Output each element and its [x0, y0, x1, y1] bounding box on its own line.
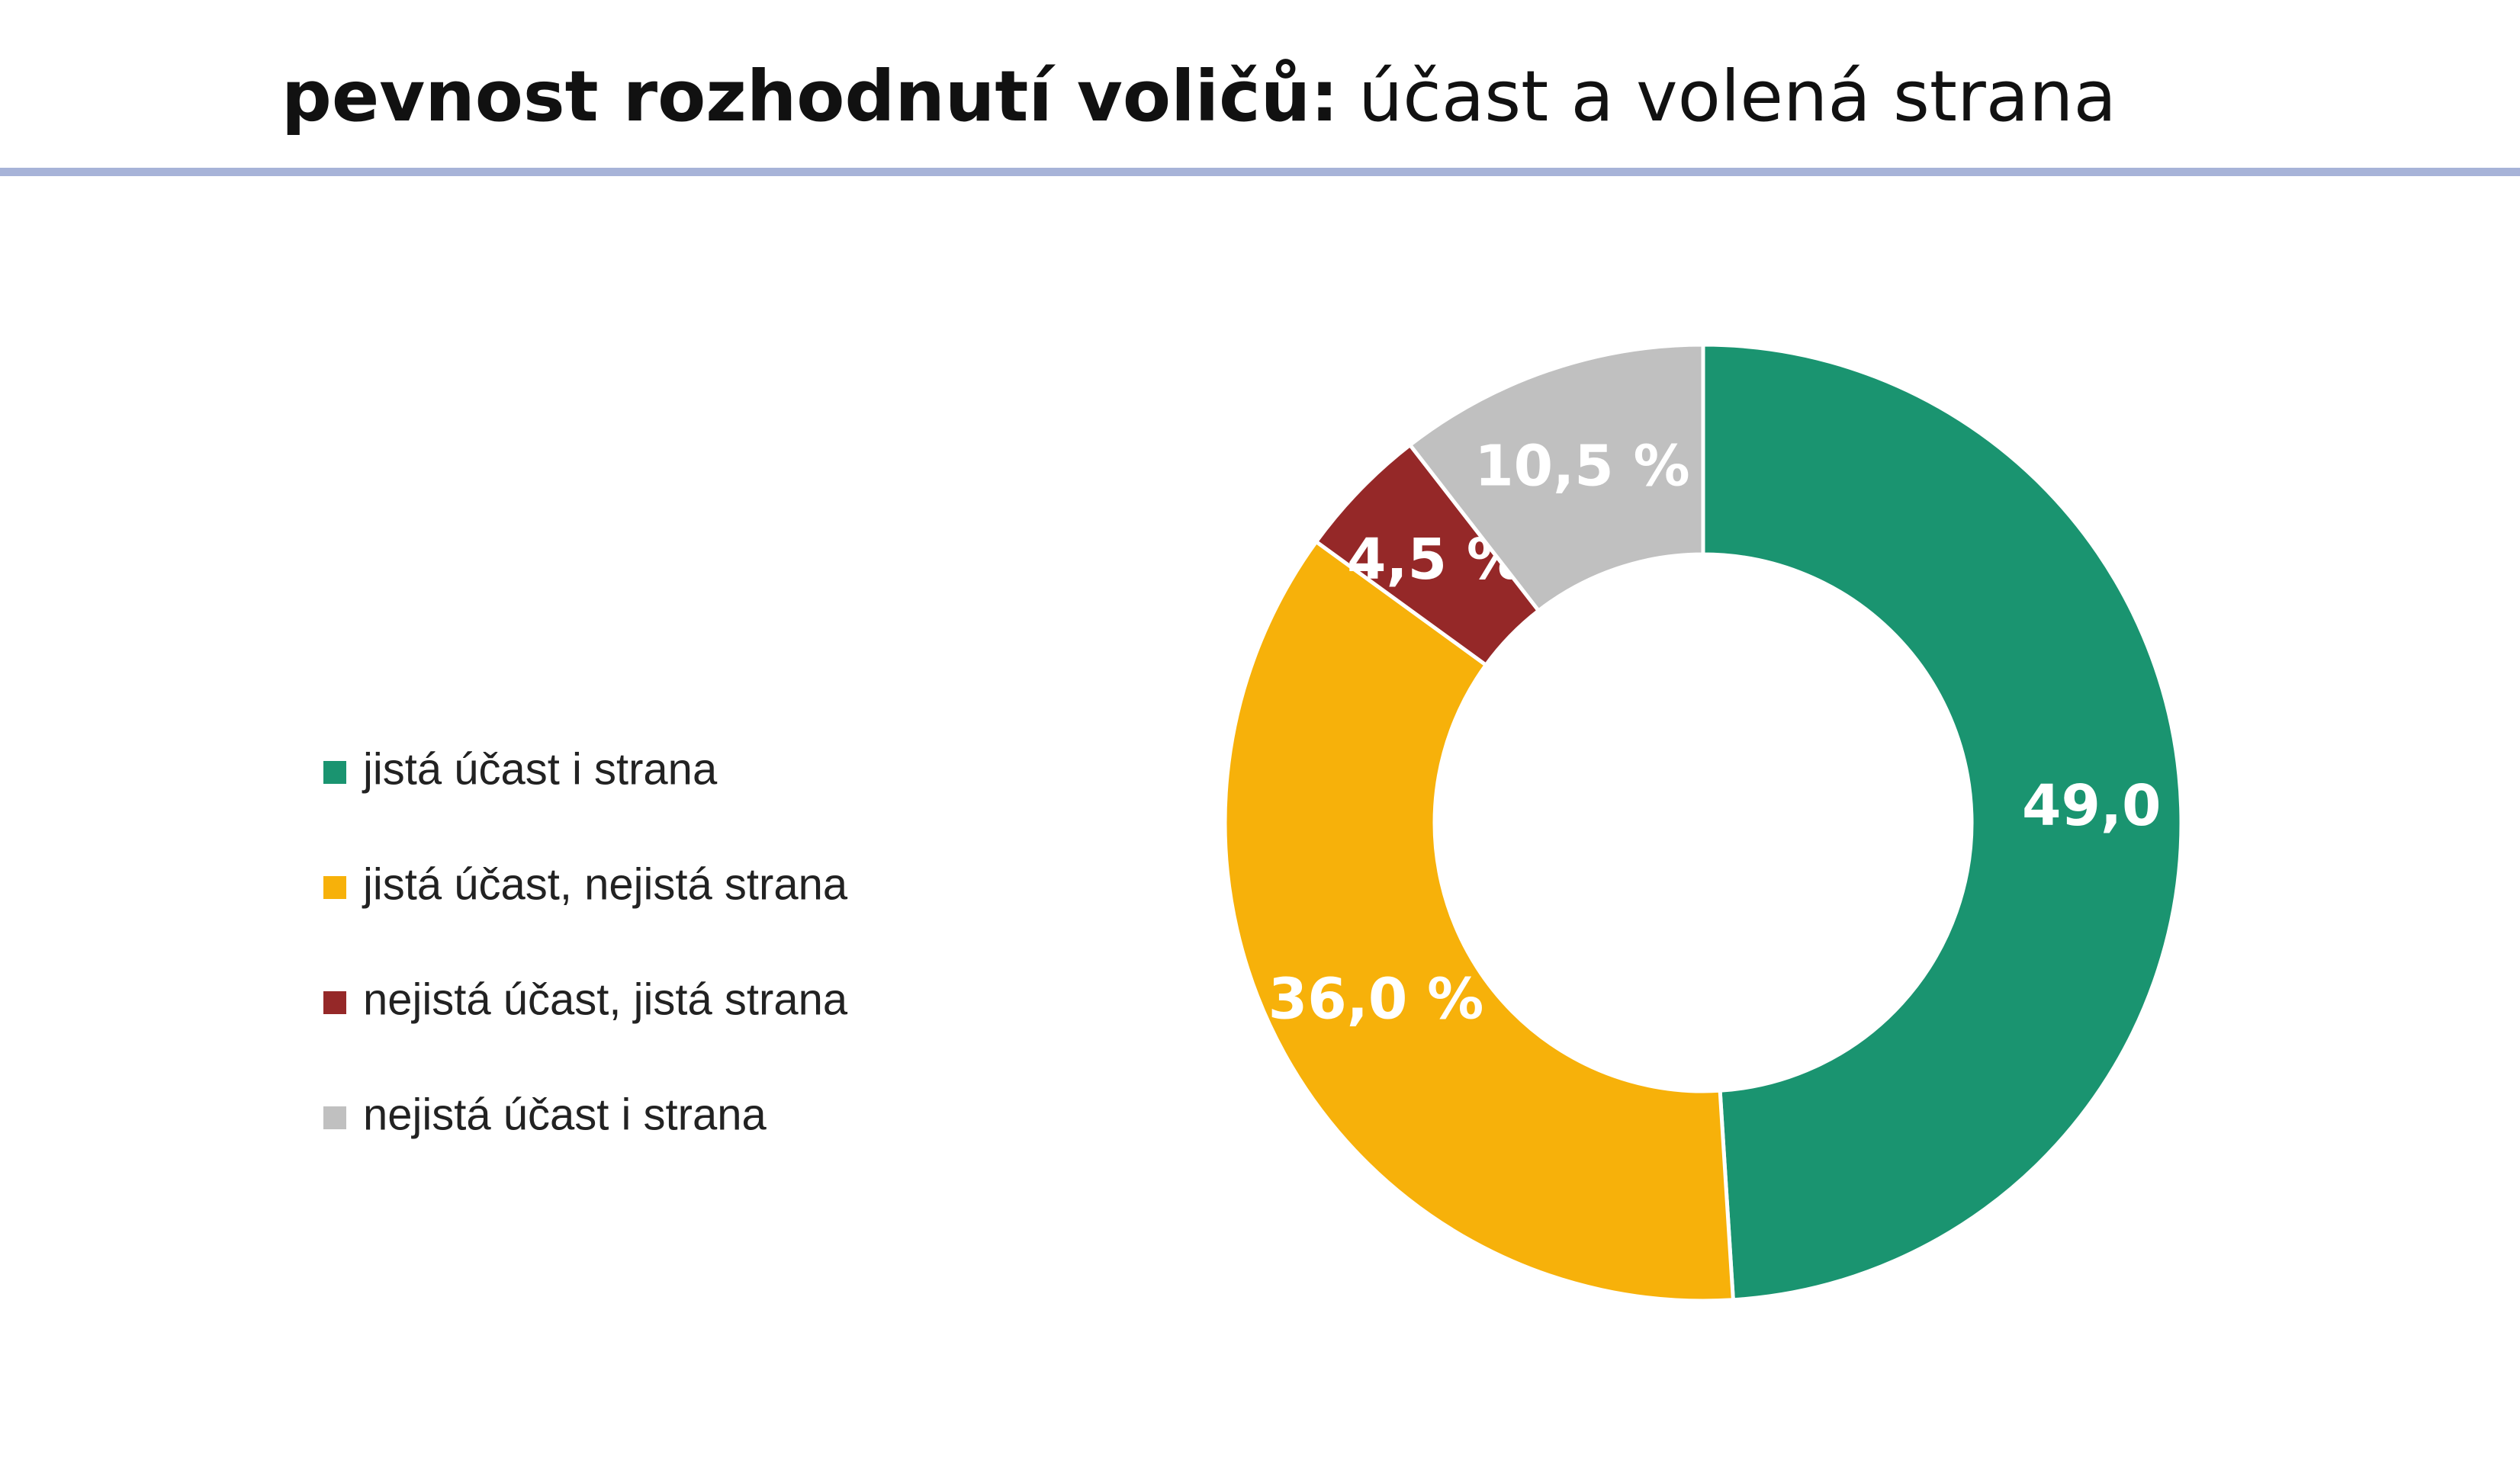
donut-slice [1223, 538, 1736, 1303]
value-label: 36,0 % [1268, 966, 1484, 1032]
legend-label: jistá účast i strana [362, 744, 718, 794]
value-label: 10,5 % [1474, 433, 1690, 499]
title-rest: účast a volená strana [1358, 56, 2117, 137]
chart-title: pevnost rozhodnutí voličů: účast a volená… [281, 56, 2117, 137]
donut-slice [1701, 342, 2184, 1302]
legend-swatch [323, 761, 346, 784]
legend-label: jistá účast, nejistá strana [362, 859, 848, 909]
donut-slice [1407, 342, 1705, 614]
legend-swatch [323, 991, 346, 1014]
legend-swatch [323, 876, 346, 899]
legend-swatch [323, 1106, 346, 1129]
value-label: 49,0 % [2022, 773, 2238, 839]
header-rule [0, 168, 2520, 176]
legend-label: nejistá účast, jistá strana [363, 974, 848, 1024]
title-bold: pevnost rozhodnutí voličů: [281, 56, 1339, 137]
legend-label: nejistá účast i strana [363, 1090, 767, 1139]
